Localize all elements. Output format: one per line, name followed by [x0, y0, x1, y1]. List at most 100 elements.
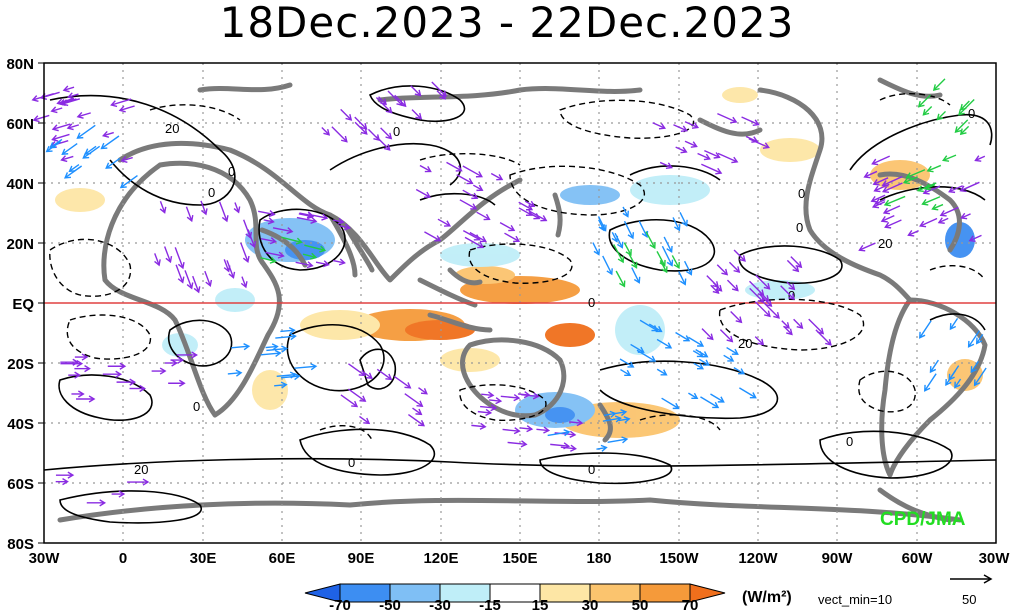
flux-vector	[710, 393, 725, 403]
flux-vector	[185, 206, 193, 222]
flux-vector-head	[340, 135, 348, 143]
flux-vector-head	[513, 427, 521, 435]
flux-vector	[698, 358, 710, 366]
flux-vector	[661, 245, 673, 266]
flux-vector	[520, 427, 532, 430]
flux-vector	[339, 225, 350, 229]
flux-vector	[611, 231, 618, 242]
flux-vector-head	[76, 360, 84, 368]
lon-label: 120E	[423, 550, 458, 567]
colorbar-segment	[689, 583, 726, 603]
flux-vector-head	[242, 255, 250, 264]
flux-vector-head	[792, 265, 800, 273]
flux-vector	[672, 217, 680, 231]
flux-vector	[683, 260, 692, 275]
flux-vector-head	[62, 85, 70, 93]
flux-vector-head	[479, 422, 487, 430]
flux-vector-head	[967, 340, 975, 348]
lon-label: 90W	[822, 550, 854, 567]
flux-vector-head	[600, 444, 608, 452]
flux-vector-head	[649, 355, 657, 362]
flux-vector-head	[936, 113, 944, 121]
flux-vector	[518, 201, 533, 211]
flux-vector	[613, 244, 624, 263]
flux-vector	[884, 195, 906, 206]
flux-vector-head	[119, 362, 127, 370]
flux-vector-head	[105, 162, 113, 169]
flux-vector-head	[749, 392, 757, 399]
flux-vector-head	[717, 396, 725, 403]
flux-vector	[490, 172, 503, 181]
flux-vector	[226, 260, 235, 278]
flux-vector	[407, 413, 425, 427]
flux-vector	[412, 407, 422, 415]
flux-vector-head	[470, 203, 478, 210]
flux-vector	[704, 149, 720, 158]
flux-vector	[639, 319, 658, 332]
contour-label: 20	[738, 336, 752, 351]
flux-vector	[295, 261, 313, 267]
lon-axis: 30W 0 30E 60E 90E 120E 150E 180 150W 120…	[29, 550, 1011, 567]
lon-label: 60E	[269, 550, 296, 567]
flux-vector	[204, 270, 211, 287]
flux-vector	[120, 175, 138, 188]
flux-vector	[52, 123, 71, 130]
flux-vector-head	[721, 268, 729, 276]
flux-vector	[260, 237, 276, 243]
flux-vector	[955, 119, 969, 133]
colorbar-tick-label: 15	[532, 597, 549, 612]
flux-vector	[263, 219, 274, 223]
flux-vector	[700, 396, 719, 409]
flux-vector	[502, 428, 520, 432]
flux-vector-head	[922, 108, 930, 116]
flux-vector	[675, 331, 690, 342]
flux-vector	[354, 116, 367, 130]
flux-vector-head	[380, 98, 387, 106]
contour-label: 0	[968, 106, 975, 121]
flux-vector-head	[310, 252, 318, 260]
flux-vector	[274, 383, 287, 387]
flux-vector-head	[606, 268, 613, 276]
flux-vector	[436, 90, 446, 100]
flux-vector-head	[76, 132, 84, 139]
flux-vector	[321, 127, 330, 136]
flux-vector-head	[960, 212, 968, 220]
flux-vector	[340, 108, 352, 121]
flux-vector-head	[673, 261, 680, 269]
flux-vector	[733, 367, 745, 375]
flux-vector	[363, 371, 373, 379]
flux-vector	[793, 318, 803, 329]
flux-vector-head	[51, 124, 59, 132]
flux-vector	[61, 155, 74, 161]
flux-vector	[943, 154, 957, 162]
flux-vector	[596, 446, 607, 450]
flux-vector	[871, 194, 886, 202]
flux-vector-head	[295, 237, 303, 245]
flux-vector	[281, 236, 302, 243]
flux-vector-head	[703, 359, 711, 366]
flux-vector-head	[679, 278, 687, 286]
flux-vector	[976, 334, 984, 344]
flux-vector-head	[945, 379, 952, 386]
flux-vector	[59, 98, 77, 105]
flux-vector	[607, 438, 628, 444]
flux-vector-head	[726, 335, 734, 343]
flux-vector-head	[142, 478, 150, 486]
flux-vector-head	[958, 108, 965, 116]
flux-vector-head	[118, 105, 126, 113]
flux-vector-head	[872, 179, 880, 186]
flux-vector	[918, 94, 931, 108]
flux-vector-head	[277, 251, 285, 259]
flux-vector-head	[420, 388, 428, 395]
flux-vector	[656, 368, 667, 376]
flux-vector	[536, 428, 549, 432]
flux-vector	[77, 124, 96, 139]
colorbar-tick-label: 30	[582, 597, 599, 612]
flux-vector-head	[177, 262, 185, 270]
flux-vector	[68, 93, 79, 98]
flux-vector-head	[67, 471, 75, 479]
lon-label: 90E	[348, 550, 375, 567]
flux-vector	[933, 78, 946, 91]
flux-vector	[697, 152, 710, 160]
flux-vector	[241, 276, 247, 288]
